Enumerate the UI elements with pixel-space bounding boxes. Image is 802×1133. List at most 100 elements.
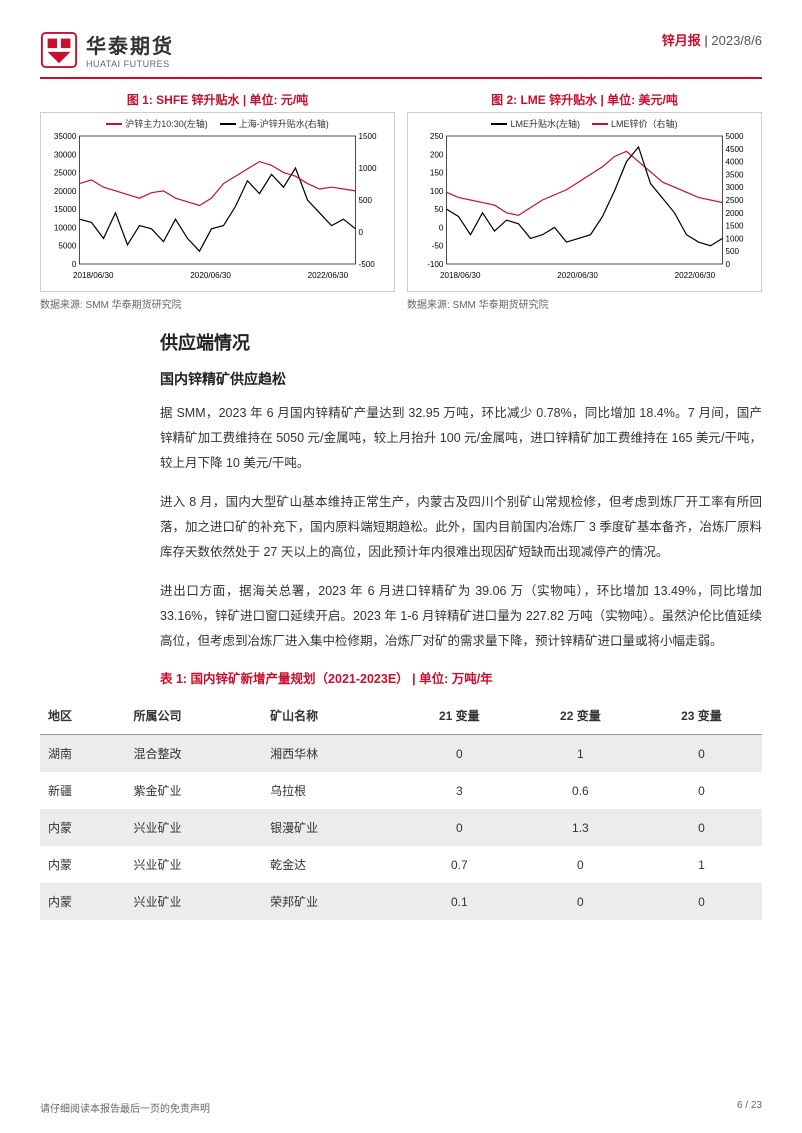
svg-text:0: 0 (439, 223, 444, 232)
chart-1: 图 1: SHFE 锌升贴水 | 单位: 元/吨 沪锌主力10:30(左轴) 上海… (40, 91, 395, 311)
svg-text:2022/06/30: 2022/06/30 (675, 271, 716, 280)
table-cell: 3 (399, 772, 520, 809)
header-meta: 锌月报 | 2023/8/6 (662, 30, 762, 49)
report-type: 锌月报 (662, 33, 701, 48)
table-title: 表 1: 国内锌矿新增产量规划（2021-2023E） | 单位: 万吨/年 (160, 668, 762, 687)
header-sep: | (701, 33, 712, 48)
svg-text:250: 250 (430, 132, 444, 141)
table-cell: 0 (641, 809, 762, 846)
svg-text:2018/06/30: 2018/06/30 (73, 271, 114, 280)
table-cell: 湘西华林 (262, 735, 399, 773)
table-cell: 0.7 (399, 846, 520, 883)
svg-text:200: 200 (430, 150, 444, 159)
table-cell: 0.6 (520, 772, 641, 809)
svg-text:0: 0 (359, 228, 364, 237)
svg-text:500: 500 (359, 196, 373, 205)
table-cell: 0 (641, 883, 762, 920)
table-cell: 内蒙 (40, 809, 125, 846)
svg-text:2500: 2500 (726, 196, 745, 205)
svg-text:2000: 2000 (726, 209, 745, 218)
svg-text:2020/06/30: 2020/06/30 (557, 271, 598, 280)
table-col-header: 矿山名称 (262, 697, 399, 735)
table-cell: 兴业矿业 (125, 809, 262, 846)
paragraph-2: 进入 8 月，国内大型矿山基本维持正常生产，内蒙古及四川个别矿山常规检修，但考虑… (160, 490, 762, 565)
svg-text:1000: 1000 (726, 234, 745, 243)
chart-2-svg: -100-50050100150200250050010001500200025… (412, 132, 757, 282)
table-cell: 1 (641, 846, 762, 883)
svg-text:25000: 25000 (54, 169, 77, 178)
table-row: 湖南混合整改湘西华林010 (40, 735, 762, 773)
legend-item: 沪锌主力10:30(左轴) (106, 117, 208, 130)
svg-text:4000: 4000 (726, 158, 745, 167)
table-row: 内蒙兴业矿业乾金达0.701 (40, 846, 762, 883)
chart-1-svg: 05000100001500020000250003000035000-5000… (45, 132, 390, 282)
table-cell: 混合整改 (125, 735, 262, 773)
footer-page: 6 / 23 (737, 1100, 762, 1115)
legend-item: LME升贴水(左轴) (491, 117, 580, 130)
svg-text:1500: 1500 (359, 132, 378, 141)
table-row: 内蒙兴业矿业荣邦矿业0.100 (40, 883, 762, 920)
table-cell: 乌拉根 (262, 772, 399, 809)
svg-text:20000: 20000 (54, 187, 77, 196)
chart-1-legend: 沪锌主力10:30(左轴) 上海-沪锌升贴水(右轴) (45, 117, 390, 130)
table-cell: 0 (520, 846, 641, 883)
paragraph-1: 据 SMM，2023 年 6 月国内锌精矿产量达到 32.95 万吨，环比减少 … (160, 401, 762, 476)
logo-icon (40, 31, 78, 69)
svg-text:150: 150 (430, 169, 444, 178)
table-col-header: 所属公司 (125, 697, 262, 735)
table-cell: 0 (641, 772, 762, 809)
table-cell: 兴业矿业 (125, 883, 262, 920)
svg-text:4500: 4500 (726, 145, 745, 154)
table-cell: 内蒙 (40, 883, 125, 920)
svg-text:3500: 3500 (726, 170, 745, 179)
page-footer: 请仔细阅读本报告最后一页的免责声明 6 / 23 (40, 1100, 762, 1115)
logo-name-en: HUATAI FUTURES (86, 59, 174, 69)
svg-text:15000: 15000 (54, 205, 77, 214)
svg-text:50: 50 (434, 205, 444, 214)
page-header: 华泰期货 HUATAI FUTURES 锌月报 | 2023/8/6 (40, 30, 762, 79)
svg-text:5000: 5000 (726, 132, 745, 141)
footer-disclaimer: 请仔细阅读本报告最后一页的免责声明 (40, 1100, 210, 1115)
svg-text:10000: 10000 (54, 223, 77, 232)
table-cell: 0 (399, 735, 520, 773)
table-cell: 0 (641, 735, 762, 773)
table-cell: 内蒙 (40, 846, 125, 883)
legend-item: 上海-沪锌升贴水(右轴) (220, 117, 329, 130)
table-cell: 兴业矿业 (125, 846, 262, 883)
table-cell: 乾金达 (262, 846, 399, 883)
table-cell: 银漫矿业 (262, 809, 399, 846)
svg-text:-100: -100 (427, 260, 444, 269)
table-cell: 0.1 (399, 883, 520, 920)
chart-2-title: 图 2: LME 锌升贴水 | 单位: 美元/吨 (407, 91, 762, 108)
svg-text:500: 500 (726, 247, 740, 256)
svg-text:1500: 1500 (726, 222, 745, 231)
chart-1-source: 数据来源: SMM 华泰期货研究院 (40, 296, 395, 311)
table-col-header: 23 变量 (641, 697, 762, 735)
table-cell: 0 (520, 883, 641, 920)
svg-text:-500: -500 (359, 260, 376, 269)
table-col-header: 21 变量 (399, 697, 520, 735)
logo: 华泰期货 HUATAI FUTURES (40, 30, 174, 69)
paragraph-3: 进出口方面，据海关总署，2023 年 6 月进口锌精矿为 39.06 万（实物吨… (160, 579, 762, 654)
table-cell: 紫金矿业 (125, 772, 262, 809)
table-cell: 荣邦矿业 (262, 883, 399, 920)
table-col-header: 22 变量 (520, 697, 641, 735)
table-cell: 1 (520, 735, 641, 773)
chart-2-legend: LME升贴水(左轴) LME锌价（右轴) (412, 117, 757, 130)
svg-text:30000: 30000 (54, 150, 77, 159)
chart-2-box: LME升贴水(左轴)LME锌价（右轴) -100-500501001502002… (407, 112, 762, 292)
svg-text:5000: 5000 (58, 242, 77, 251)
logo-name-cn: 华泰期货 (86, 30, 174, 59)
table-col-header: 地区 (40, 697, 125, 735)
svg-text:0: 0 (726, 260, 731, 269)
legend-item: LME锌价（右轴) (592, 117, 678, 130)
subsection-heading: 国内锌精矿供应趋松 (160, 369, 762, 389)
report-date: 2023/8/6 (711, 33, 762, 48)
table-header-row: 地区所属公司矿山名称21 变量22 变量23 变量 (40, 697, 762, 735)
table-cell: 湖南 (40, 735, 125, 773)
production-table: 地区所属公司矿山名称21 变量22 变量23 变量 湖南混合整改湘西华林010新… (40, 697, 762, 920)
table-row: 内蒙兴业矿业银漫矿业01.30 (40, 809, 762, 846)
svg-text:1000: 1000 (359, 164, 378, 173)
chart-1-box: 沪锌主力10:30(左轴) 上海-沪锌升贴水(右轴) 0 5000 10000 1500… (40, 112, 395, 292)
chart-1-title: 图 1: SHFE 锌升贴水 | 单位: 元/吨 (40, 91, 395, 108)
